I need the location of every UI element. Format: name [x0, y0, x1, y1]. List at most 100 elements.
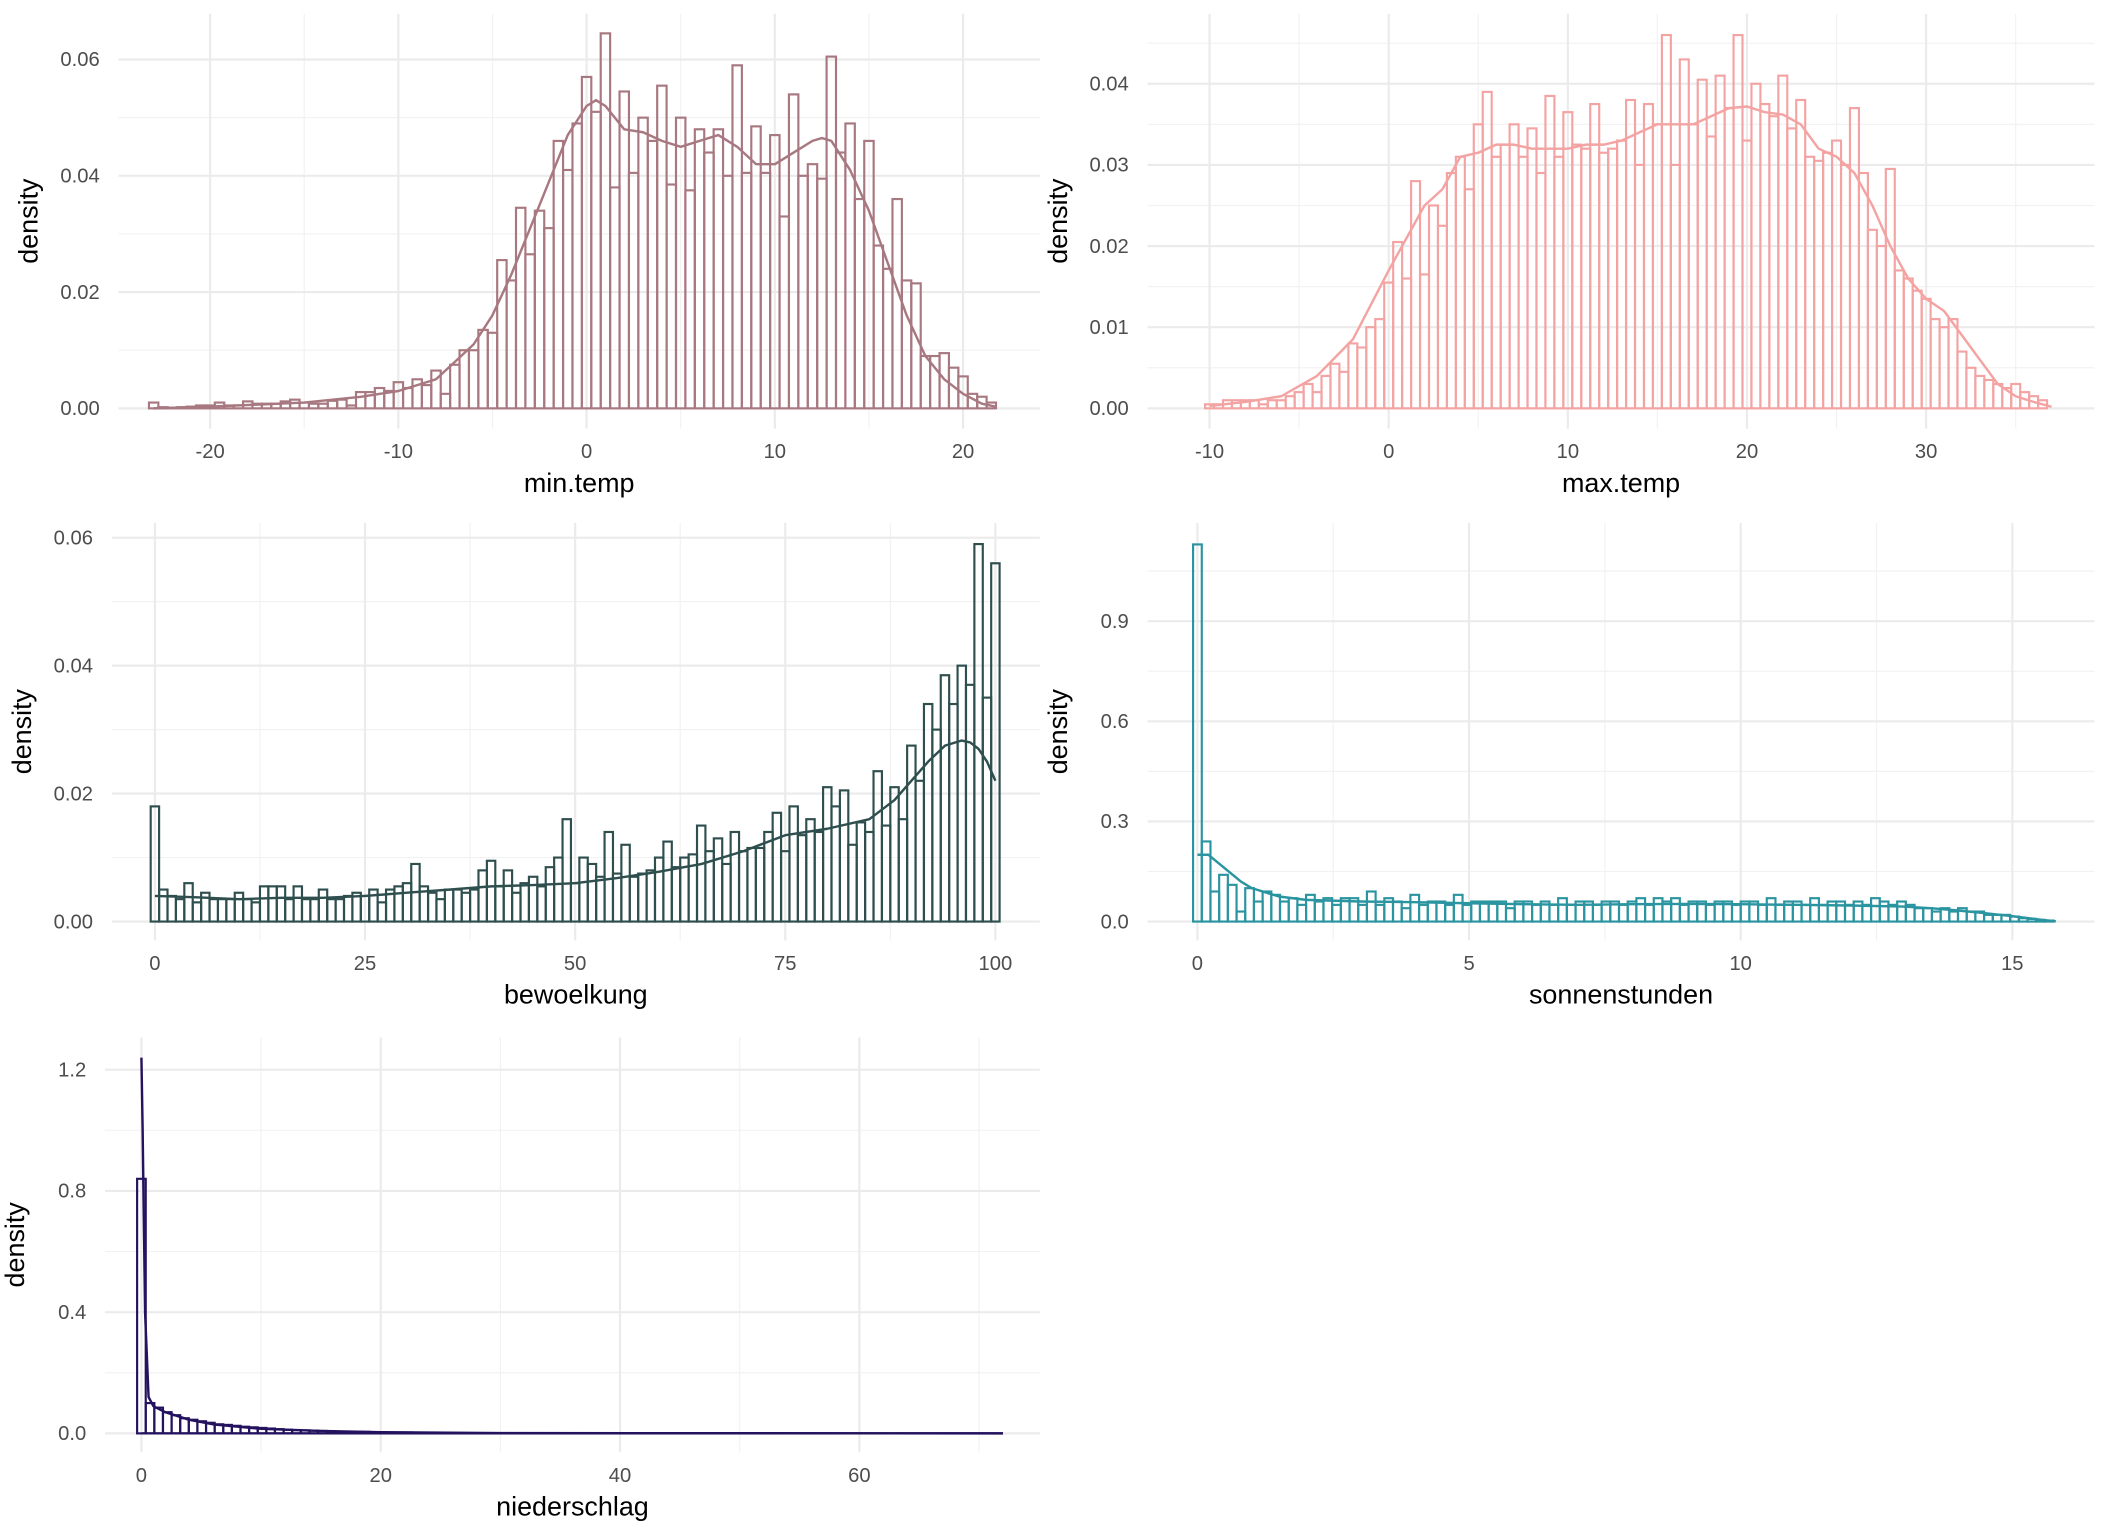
histogram-bar [620, 843, 631, 923]
histogram-bar [1338, 370, 1350, 410]
histogram-bar [420, 384, 433, 410]
histogram-bar [796, 834, 808, 923]
histogram-bar [511, 891, 522, 923]
histogram-bar [721, 862, 732, 923]
histogram-bar [170, 1414, 182, 1435]
y-tick-label: 0.6 [1101, 711, 1129, 733]
y-tick-label: 0.06 [60, 49, 99, 71]
x-tick-label: 20 [1736, 441, 1758, 463]
histogram-bar [1817, 903, 1829, 923]
histogram-bar [872, 244, 885, 410]
histogram-bar [1548, 903, 1560, 923]
histogram-bar [1490, 155, 1502, 410]
histogram-bar [147, 401, 160, 410]
histogram-bar [693, 128, 706, 410]
histogram-bar [1913, 907, 1925, 923]
histogram-bar [1947, 318, 1959, 410]
histogram-bar [889, 786, 900, 923]
histogram-bar [880, 824, 892, 923]
histogram-bar [426, 891, 438, 923]
histogram-bar [514, 206, 527, 410]
histogram-bar [914, 779, 926, 923]
histogram-bar [158, 888, 169, 923]
histogram-bar [317, 888, 329, 923]
x-tick-label: 40 [609, 1465, 631, 1487]
histogram-bar [1418, 903, 1429, 923]
y-tick-label: 0.02 [1089, 236, 1128, 258]
histogram-bar [603, 830, 615, 923]
histogram-bar [553, 856, 564, 923]
histogram-bar [342, 894, 354, 923]
histogram-bar [948, 702, 959, 923]
x-tick-label: 0 [149, 953, 160, 975]
histogram-bar [1804, 155, 1816, 410]
histogram-bar [1329, 362, 1341, 410]
histogram-bar [469, 888, 480, 923]
histogram-bars [136, 1177, 1003, 1435]
histogram-bar [609, 186, 621, 410]
histogram-bar [1983, 378, 1995, 410]
histogram-bar [1508, 123, 1520, 410]
y-tick-label: 0.9 [1101, 611, 1129, 633]
histogram-bar [1374, 903, 1386, 923]
y-tick-label: 0.0 [58, 1423, 86, 1445]
histogram-bar [1565, 903, 1577, 923]
histogram-bar [505, 279, 518, 410]
histogram-bar [1311, 391, 1323, 410]
histogram-bar [981, 696, 993, 923]
histogram-bar [1813, 159, 1825, 410]
histogram-bar [1557, 897, 1568, 923]
histogram-bar [1800, 903, 1812, 923]
histogram-bar [712, 128, 725, 410]
histogram-bar [1535, 171, 1547, 410]
histogram-bar [628, 875, 640, 923]
histogram-bar [1287, 897, 1299, 923]
y-tick-label: 0.03 [1089, 155, 1128, 177]
histogram-bar [746, 846, 757, 923]
histogram-bar [1670, 897, 1681, 923]
histogram-bar [1642, 102, 1655, 410]
histogram-bar [1635, 897, 1647, 923]
histogram-bar [1192, 543, 1203, 923]
histogram-bar [599, 32, 612, 410]
histogram-bar [1452, 893, 1464, 923]
histogram-bar [191, 901, 203, 923]
histogram-bar [376, 901, 388, 923]
histogram-bar [216, 898, 228, 923]
histogram-bar [740, 171, 753, 410]
x-tick-label: -20 [196, 441, 225, 463]
histogram-bar [1687, 123, 1699, 410]
y-axis-title: density [1043, 688, 1073, 774]
y-tick-label: 0.04 [1089, 73, 1128, 95]
panel-max-temp: -10 0 10 20 30 0.00 0.01 0.02 0.03 0.04 max.temp de… [1043, 13, 2095, 498]
histogram-bar [1774, 903, 1786, 923]
histogram-bar [1320, 374, 1332, 410]
histogram-bar [670, 866, 682, 923]
histogram-bar [910, 282, 922, 410]
histogram-bar [1589, 102, 1601, 410]
histogram-bar [881, 267, 894, 410]
x-tick-label: 10 [1729, 953, 1751, 975]
histogram-bar [825, 55, 838, 410]
y-tick-label: 0.3 [1101, 811, 1129, 833]
histogram-bar [853, 197, 866, 410]
histogram-bar [1409, 893, 1421, 923]
y-tick-label: 0.06 [54, 527, 93, 549]
histogram-bar [1401, 277, 1413, 410]
histogram-bar [1866, 228, 1878, 410]
histogram-bar [1553, 155, 1565, 410]
histogram-bar [703, 151, 715, 410]
histogram-bar [847, 843, 858, 923]
histogram-bar [1765, 897, 1777, 923]
histogram-bar [729, 830, 741, 923]
histogram-bar [354, 391, 367, 410]
histogram-bar [1365, 890, 1377, 923]
histogram-bar [919, 354, 932, 410]
histogram-bar [1730, 903, 1742, 923]
histogram-bar [1644, 903, 1655, 923]
histogram-bar [1869, 897, 1881, 923]
histogram-bar [1226, 883, 1238, 923]
panel-niederschlag: 0 20 40 60 0.0 0.4 0.8 1.2 niederschlag density [0, 1037, 1040, 1522]
y-tick-label: 0.00 [54, 911, 93, 933]
histogram-bar [1732, 33, 1744, 410]
